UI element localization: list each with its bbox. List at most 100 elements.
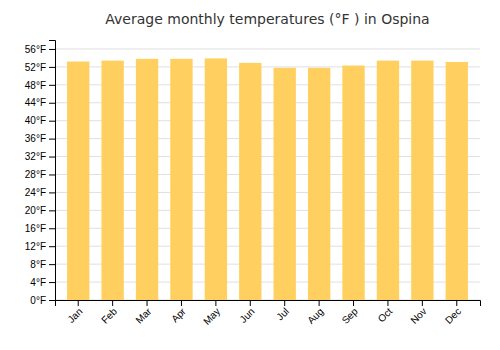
bar xyxy=(136,59,158,300)
tick: 24°F xyxy=(25,187,55,198)
y-axis: 0°F 4°F 8°F 12°F 16°F 20°F 24°F 28°F 32°F 36°F 40°… xyxy=(25,41,56,306)
tick-mark xyxy=(49,246,55,247)
tick-label: 36°F xyxy=(25,133,46,144)
plot-area xyxy=(67,58,468,300)
tick-label: Jan xyxy=(65,306,84,325)
bar xyxy=(446,62,468,300)
tick-mark xyxy=(78,300,79,306)
tick: Oct xyxy=(376,300,395,324)
tick: 0°F xyxy=(30,295,55,306)
tick-label: Aug xyxy=(305,306,325,326)
bar xyxy=(377,61,399,300)
bar xyxy=(308,68,330,300)
tick-label: Apr xyxy=(169,305,188,324)
bar xyxy=(67,62,89,300)
tick: Jun xyxy=(237,300,256,325)
tick-mark xyxy=(49,210,55,211)
tick-mark xyxy=(49,192,55,193)
grid xyxy=(55,49,480,300)
tick-label: 8°F xyxy=(30,259,46,270)
tick-mark xyxy=(49,228,55,229)
tick-mark xyxy=(49,300,55,301)
tick-mark xyxy=(147,300,148,306)
bar xyxy=(101,61,123,300)
tick-mark xyxy=(49,264,55,265)
bar xyxy=(411,61,433,300)
tick: 40°F xyxy=(25,115,55,126)
axis-line xyxy=(56,301,481,307)
tick-label: 12°F xyxy=(25,241,46,252)
x-axis: Jan Feb Mar Apr May Jun Jul Aug Sep Oct Nov Dec xyxy=(56,300,481,327)
tick-label: Sep xyxy=(340,305,361,326)
bar xyxy=(342,66,364,300)
tick-mark xyxy=(250,300,251,306)
tick-mark xyxy=(456,300,457,306)
tick-mark xyxy=(49,103,55,104)
tick-mark xyxy=(49,174,55,175)
axis-line xyxy=(49,41,56,301)
tick-mark xyxy=(49,49,55,50)
tick-label: Dec xyxy=(443,306,463,326)
tick: 44°F xyxy=(25,97,55,108)
bar xyxy=(274,68,296,300)
tick-mark xyxy=(49,85,55,86)
tick: 12°F xyxy=(25,241,55,252)
tick: Sep xyxy=(340,300,361,326)
tick-label: 28°F xyxy=(25,169,46,180)
tick: 8°F xyxy=(30,259,55,270)
tick-label: Mar xyxy=(133,305,153,325)
tick: Apr xyxy=(169,300,188,324)
tick-label: 48°F xyxy=(25,80,46,91)
tick: 36°F xyxy=(25,133,55,144)
tick-label: Oct xyxy=(376,306,395,325)
tick-label: 44°F xyxy=(25,97,46,108)
tick-label: 56°F xyxy=(25,44,46,55)
tick: 52°F xyxy=(25,62,55,73)
tick: May xyxy=(201,300,222,327)
bar xyxy=(170,59,192,300)
tick: Mar xyxy=(133,300,153,326)
tick: 48°F xyxy=(25,80,55,91)
tick-mark xyxy=(215,300,216,306)
tick-label: Nov xyxy=(408,306,428,326)
tick: 56°F xyxy=(25,44,55,55)
tick: Feb xyxy=(99,300,119,326)
tick-mark xyxy=(49,157,55,158)
tick-label: 20°F xyxy=(25,205,46,216)
title: Average monthly temperatures (°F ) in Os… xyxy=(105,11,429,27)
tick-mark xyxy=(422,300,423,306)
tick-label: May xyxy=(201,306,222,327)
grid-line xyxy=(55,48,480,49)
tick-mark xyxy=(112,300,113,306)
tick-label: 16°F xyxy=(25,223,46,234)
tick-label: 40°F xyxy=(25,115,46,126)
tick-mark xyxy=(353,300,354,306)
tick-label: 0°F xyxy=(30,295,46,306)
tick-mark xyxy=(319,300,320,306)
tick: Jan xyxy=(65,300,84,325)
chart: 0°F 4°F 8°F 12°F 16°F 20°F 24°F 28°F 32°F 36°F 40°… xyxy=(0,0,500,350)
tick-mark xyxy=(181,300,182,306)
bar xyxy=(239,63,261,300)
tick-mark xyxy=(49,139,55,140)
tick: Aug xyxy=(305,300,325,326)
tick-mark xyxy=(387,300,388,306)
tick: 32°F xyxy=(25,151,55,162)
tick: 4°F xyxy=(30,277,55,288)
bar xyxy=(205,58,227,300)
tick: 16°F xyxy=(25,223,55,234)
tick-label: 24°F xyxy=(25,187,46,198)
tick-label: Jun xyxy=(237,306,256,325)
tick: Dec xyxy=(443,300,463,326)
tick-label: 52°F xyxy=(25,62,46,73)
tick-mark xyxy=(284,300,285,306)
tick: Nov xyxy=(408,300,428,326)
tick-label: 32°F xyxy=(25,151,46,162)
tick: Jul xyxy=(274,300,291,322)
tick: 28°F xyxy=(25,169,55,180)
tick-label: Jul xyxy=(274,306,291,323)
tick-label: Feb xyxy=(99,305,119,325)
tick-mark xyxy=(49,67,55,68)
tick-mark xyxy=(49,282,55,283)
tick-label: 4°F xyxy=(30,277,46,288)
